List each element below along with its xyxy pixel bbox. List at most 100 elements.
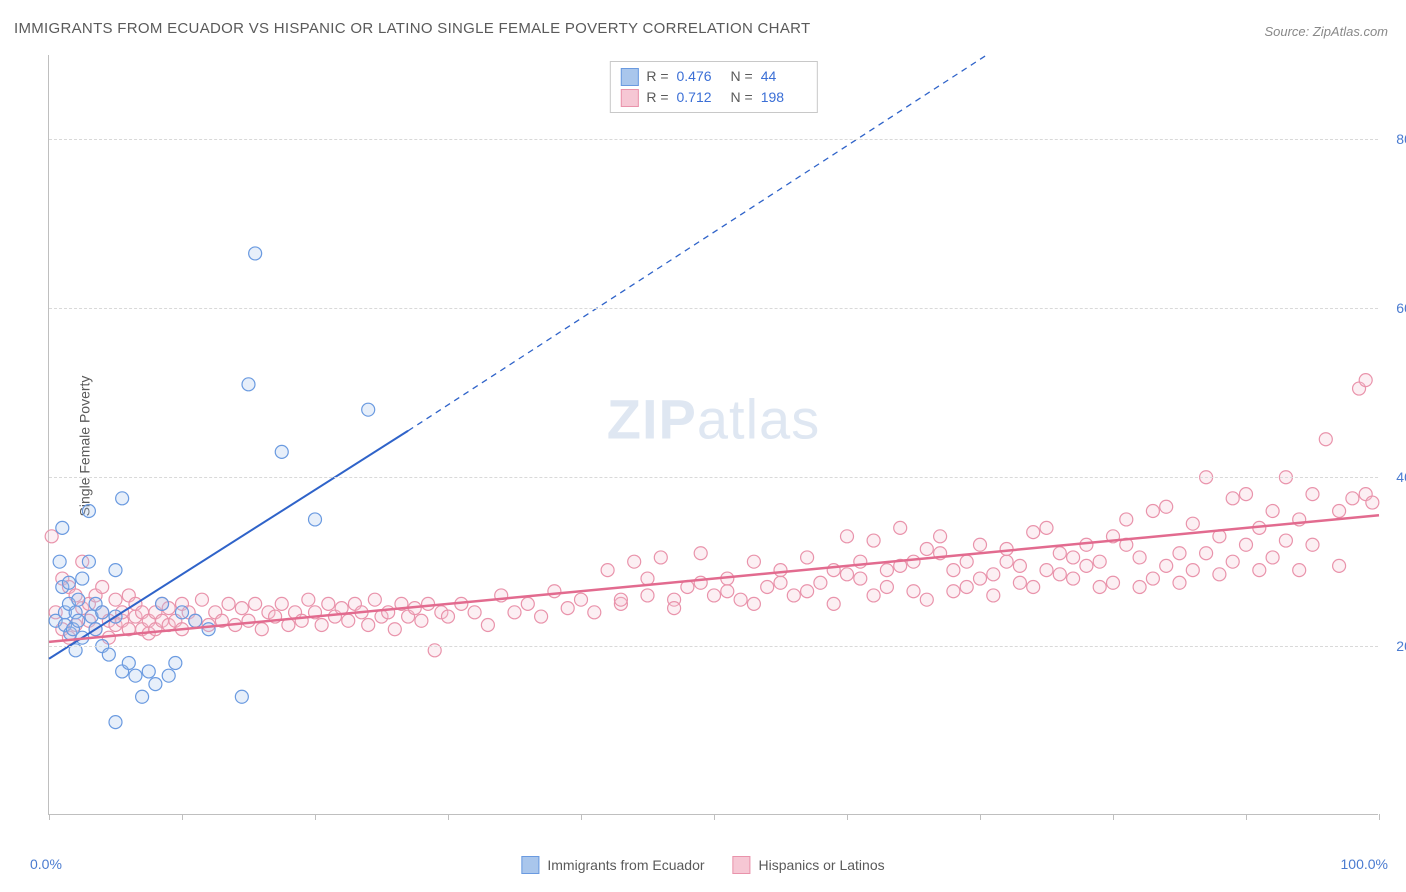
scatter-point-hispanic <box>761 581 774 594</box>
x-tick <box>182 814 183 820</box>
scatter-point-ecuador <box>109 716 122 729</box>
scatter-point-ecuador <box>156 597 169 610</box>
x-tick <box>581 814 582 820</box>
scatter-point-ecuador <box>62 576 75 589</box>
scatter-point-hispanic <box>920 543 933 556</box>
scatter-point-hispanic <box>1160 559 1173 572</box>
scatter-point-hispanic <box>1027 526 1040 539</box>
scatter-point-ecuador <box>76 572 89 585</box>
scatter-point-hispanic <box>575 593 588 606</box>
scatter-point-hispanic <box>1279 534 1292 547</box>
y-tick-label: 60.0% <box>1396 300 1406 316</box>
scatter-point-hispanic <box>787 589 800 602</box>
scatter-point-hispanic <box>1186 517 1199 530</box>
scatter-point-hispanic <box>1067 572 1080 585</box>
scatter-point-ecuador <box>242 378 255 391</box>
scatter-point-hispanic <box>814 576 827 589</box>
grid-line <box>49 308 1378 309</box>
scatter-point-hispanic <box>1266 551 1279 564</box>
scatter-point-ecuador <box>109 564 122 577</box>
scatter-point-hispanic <box>827 597 840 610</box>
scatter-point-hispanic <box>1333 559 1346 572</box>
scatter-point-ecuador <box>249 247 262 260</box>
scatter-point-hispanic <box>1240 538 1253 551</box>
scatter-point-hispanic <box>1186 564 1199 577</box>
scatter-point-hispanic <box>907 555 920 568</box>
scatter-point-ecuador <box>136 690 149 703</box>
scatter-point-hispanic <box>654 551 667 564</box>
chart-container: IMMIGRANTS FROM ECUADOR VS HISPANIC OR L… <box>0 0 1406 892</box>
x-tick <box>1246 814 1247 820</box>
scatter-point-hispanic <box>415 614 428 627</box>
scatter-point-hispanic <box>867 589 880 602</box>
scatter-point-hispanic <box>1293 564 1306 577</box>
scatter-point-hispanic <box>774 576 787 589</box>
scatter-point-hispanic <box>641 589 654 602</box>
scatter-point-hispanic <box>854 572 867 585</box>
scatter-point-ecuador <box>82 555 95 568</box>
scatter-point-ecuador <box>82 505 95 518</box>
plot-area: ZIPatlas R = 0.476 N = 44 R = 0.712 N = … <box>48 55 1378 815</box>
scatter-point-ecuador <box>72 614 85 627</box>
grid-line <box>49 646 1378 647</box>
x-axis-max-label: 100.0% <box>1341 856 1388 872</box>
scatter-point-hispanic <box>1146 505 1159 518</box>
scatter-point-hispanic <box>974 538 987 551</box>
scatter-point-ecuador <box>122 657 135 670</box>
scatter-point-hispanic <box>1093 555 1106 568</box>
x-tick <box>714 814 715 820</box>
scatter-point-hispanic <box>235 602 248 615</box>
x-tick <box>49 814 50 820</box>
scatter-point-ecuador <box>56 521 69 534</box>
scatter-point-hispanic <box>601 564 614 577</box>
scatter-point-hispanic <box>1146 572 1159 585</box>
scatter-point-hispanic <box>1120 513 1133 526</box>
scatter-point-hispanic <box>1040 564 1053 577</box>
scatter-point-hispanic <box>255 623 268 636</box>
scatter-point-hispanic <box>641 572 654 585</box>
scatter-point-hispanic <box>801 585 814 598</box>
scatter-point-hispanic <box>109 593 122 606</box>
scatter-point-ecuador <box>149 678 162 691</box>
scatter-point-hispanic <box>1173 547 1186 560</box>
scatter-point-ecuador <box>162 669 175 682</box>
scatter-point-hispanic <box>1173 576 1186 589</box>
scatter-point-hispanic <box>1240 488 1253 501</box>
x-tick <box>1379 814 1380 820</box>
scatter-point-hispanic <box>708 589 721 602</box>
swatch-hispanic <box>733 856 751 874</box>
scatter-point-ecuador <box>309 513 322 526</box>
scatter-point-hispanic <box>894 521 907 534</box>
scatter-point-hispanic <box>1133 551 1146 564</box>
scatter-point-hispanic <box>548 585 561 598</box>
chart-title: IMMIGRANTS FROM ECUADOR VS HISPANIC OR L… <box>14 20 810 37</box>
grid-line <box>49 477 1378 478</box>
scatter-point-hispanic <box>1213 568 1226 581</box>
scatter-point-ecuador <box>176 606 189 619</box>
scatter-point-hispanic <box>422 597 435 610</box>
scatter-point-hispanic <box>275 597 288 610</box>
scatter-point-hispanic <box>481 619 494 632</box>
scatter-point-hispanic <box>907 585 920 598</box>
trend-line-dashed-ecuador <box>408 55 987 431</box>
scatter-point-hispanic <box>362 619 375 632</box>
scatter-point-ecuador <box>275 445 288 458</box>
scatter-point-hispanic <box>867 534 880 547</box>
scatter-point-ecuador <box>362 403 375 416</box>
scatter-point-hispanic <box>195 593 208 606</box>
scatter-point-hispanic <box>1266 505 1279 518</box>
scatter-point-hispanic <box>45 530 58 543</box>
scatter-point-ecuador <box>72 593 85 606</box>
scatter-point-hispanic <box>747 555 760 568</box>
scatter-point-hispanic <box>322 597 335 610</box>
scatter-point-hispanic <box>947 585 960 598</box>
y-tick-label: 20.0% <box>1396 638 1406 654</box>
scatter-point-hispanic <box>1366 496 1379 509</box>
scatter-point-hispanic <box>1040 521 1053 534</box>
scatter-point-hispanic <box>508 606 521 619</box>
scatter-point-hispanic <box>561 602 574 615</box>
scatter-point-ecuador <box>53 555 66 568</box>
scatter-point-ecuador <box>142 665 155 678</box>
scatter-point-hispanic <box>801 551 814 564</box>
scatter-svg <box>49 55 1378 814</box>
